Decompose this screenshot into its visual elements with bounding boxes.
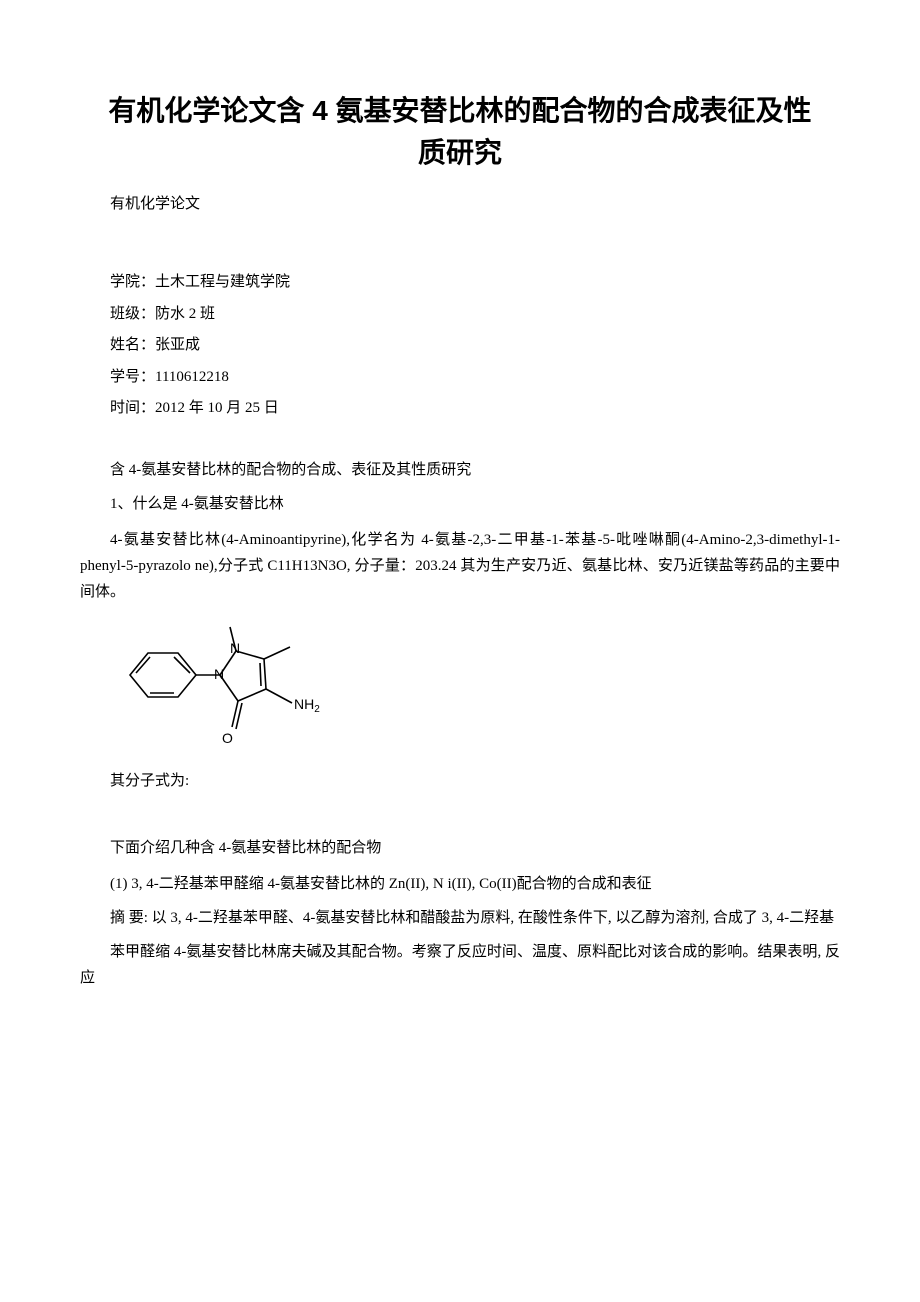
section-heading-1: 含 4-氨基安替比林的配合物的合成、表征及其性质研究 bbox=[80, 455, 840, 485]
caption-1: 其分子式为: bbox=[80, 768, 840, 794]
atom-n2: N bbox=[230, 640, 240, 656]
group-nh2: NH2 bbox=[294, 696, 320, 715]
date-value: 2012 年 10 月 25 日 bbox=[155, 400, 279, 416]
info-name: 姓名：张亚成 bbox=[80, 330, 840, 362]
paragraph-4: 苯甲醛缩 4-氨基安替比林席夫碱及其配合物。考察了反应时间、温度、原料配比对该合… bbox=[80, 939, 840, 992]
atom-n1: N bbox=[214, 666, 224, 682]
name-value: 张亚成 bbox=[155, 337, 200, 353]
document-page: 有机化学论文含 4 氨基安替比林的配合物的合成表征及性 质研究 有机化学论文 学… bbox=[0, 0, 920, 1060]
document-title: 有机化学论文含 4 氨基安替比林的配合物的合成表征及性 质研究 bbox=[80, 90, 840, 174]
info-college: 学院：土木工程与建筑学院 bbox=[80, 267, 840, 299]
class-label: 班级： bbox=[110, 306, 155, 322]
date-label: 时间： bbox=[110, 400, 155, 416]
atom-o: O bbox=[222, 730, 233, 746]
chemical-structure: N N NH2 O bbox=[110, 615, 840, 760]
structure-svg: N N NH2 O bbox=[110, 615, 340, 755]
document-subtitle: 有机化学论文 bbox=[80, 192, 840, 213]
college-label: 学院： bbox=[110, 274, 155, 290]
paragraph-3: 摘 要: 以 3, 4-二羟基苯甲醛、4-氨基安替比林和醋酸盐为原料, 在酸性条… bbox=[80, 905, 840, 931]
paragraph-1: 4-氨基安替比林(4-Aminoantipyrine),化学名为 4-氨基-2,… bbox=[80, 527, 840, 606]
college-value: 土木工程与建筑学院 bbox=[155, 274, 290, 290]
section-heading-3: 下面介绍几种含 4-氨基安替比林的配合物 bbox=[80, 833, 840, 863]
spacer bbox=[80, 241, 840, 267]
info-date: 时间：2012 年 10 月 25 日 bbox=[80, 393, 840, 425]
info-class: 班级：防水 2 班 bbox=[80, 299, 840, 331]
spacer bbox=[80, 425, 840, 451]
section-heading-2: 1、什么是 4-氨基安替比林 bbox=[80, 489, 840, 519]
title-line-2: 质研究 bbox=[418, 137, 502, 168]
info-id: 学号：1110612218 bbox=[80, 362, 840, 394]
spacer bbox=[80, 803, 840, 829]
class-value: 防水 2 班 bbox=[155, 306, 215, 322]
id-value: 1110612218 bbox=[155, 369, 229, 385]
title-line-1: 有机化学论文含 4 氨基安替比林的配合物的合成表征及性 bbox=[108, 95, 811, 126]
name-label: 姓名： bbox=[110, 337, 155, 353]
paragraph-2: (1) 3, 4-二羟基苯甲醛缩 4-氨基安替比林的 Zn(II), N i(I… bbox=[80, 871, 840, 897]
id-label: 学号： bbox=[110, 369, 155, 385]
